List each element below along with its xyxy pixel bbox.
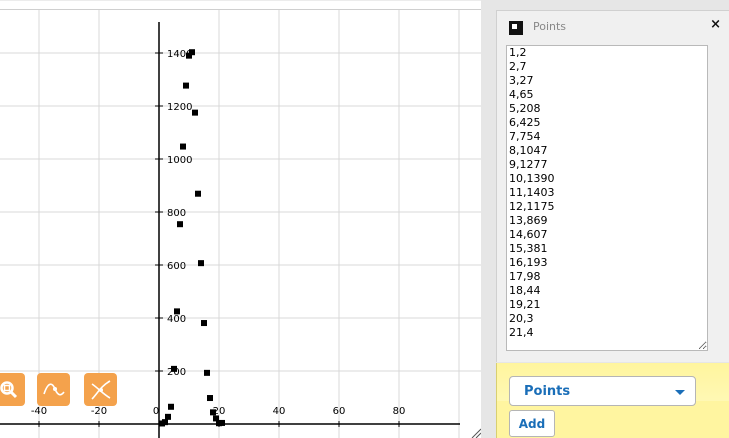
x-tick-label: 60 <box>333 406 346 417</box>
data-point <box>195 190 201 197</box>
data-point <box>201 320 207 327</box>
x-tick-label: 80 <box>393 406 406 417</box>
add-button[interactable]: Add <box>509 410 555 437</box>
y-tick-label: 200 <box>167 367 186 378</box>
graph-canvas[interactable]: -40 -20 0 20 40 60 80 200 400 600 800 1000 1200 1400 <box>0 0 481 438</box>
curve-icon <box>42 383 65 395</box>
data-point <box>177 221 183 228</box>
data-point <box>198 260 204 267</box>
x-tick-label: 40 <box>273 406 286 417</box>
data-point <box>204 369 210 376</box>
points-card: Points × 1,2 2,7 3,27 4,65 5,208 6,425 7… <box>496 10 729 362</box>
data-point <box>180 143 186 150</box>
data-point <box>189 49 195 56</box>
data-point <box>207 395 213 402</box>
points-tool-icon <box>509 21 523 35</box>
x-tick-label: 20 <box>213 406 226 417</box>
data-point <box>168 403 174 410</box>
data-point <box>219 419 225 426</box>
y-tick-label: 600 <box>167 261 186 272</box>
x-tick-label: -20 <box>91 406 107 417</box>
y-tick-label: 400 <box>167 314 186 325</box>
add-object-card: Points Add <box>496 363 729 438</box>
data-point <box>213 415 219 422</box>
data-point <box>174 308 180 315</box>
cross-curve-icon <box>90 379 110 400</box>
curve-fit-button[interactable] <box>37 373 70 406</box>
points-card-title: Points <box>533 20 567 33</box>
scatter-plot[interactable]: -40 -20 0 20 40 60 80 200 400 600 800 1000 1200 1400 <box>0 0 481 438</box>
y-tick-label: 1400 <box>167 49 192 60</box>
intersect-button[interactable] <box>84 373 117 406</box>
data-point <box>162 419 168 426</box>
x-tick-label: 0 <box>153 406 159 417</box>
chevron-down-icon <box>675 390 685 395</box>
object-type-select-value: Points <box>524 384 571 399</box>
data-point <box>183 82 189 89</box>
data-point <box>165 413 171 420</box>
resize-grip-icon[interactable] <box>469 427 481 438</box>
points-textarea[interactable]: 1,2 2,7 3,27 4,65 5,208 6,425 7,754 8,10… <box>506 45 708 351</box>
zoom-fit-button[interactable] <box>0 373 25 406</box>
close-icon[interactable]: × <box>710 17 721 32</box>
object-type-select[interactable]: Points <box>509 376 696 406</box>
x-tick-label: -40 <box>31 406 47 417</box>
data-point <box>192 109 198 116</box>
graph-top-edge <box>0 0 481 10</box>
y-tick-label: 1000 <box>167 155 192 166</box>
data-point <box>171 365 177 372</box>
data-point <box>186 52 192 59</box>
data-point <box>210 409 216 416</box>
magnifier-icon <box>0 380 17 398</box>
y-tick-label: 1200 <box>167 102 192 113</box>
y-tick-label: 800 <box>167 208 186 219</box>
